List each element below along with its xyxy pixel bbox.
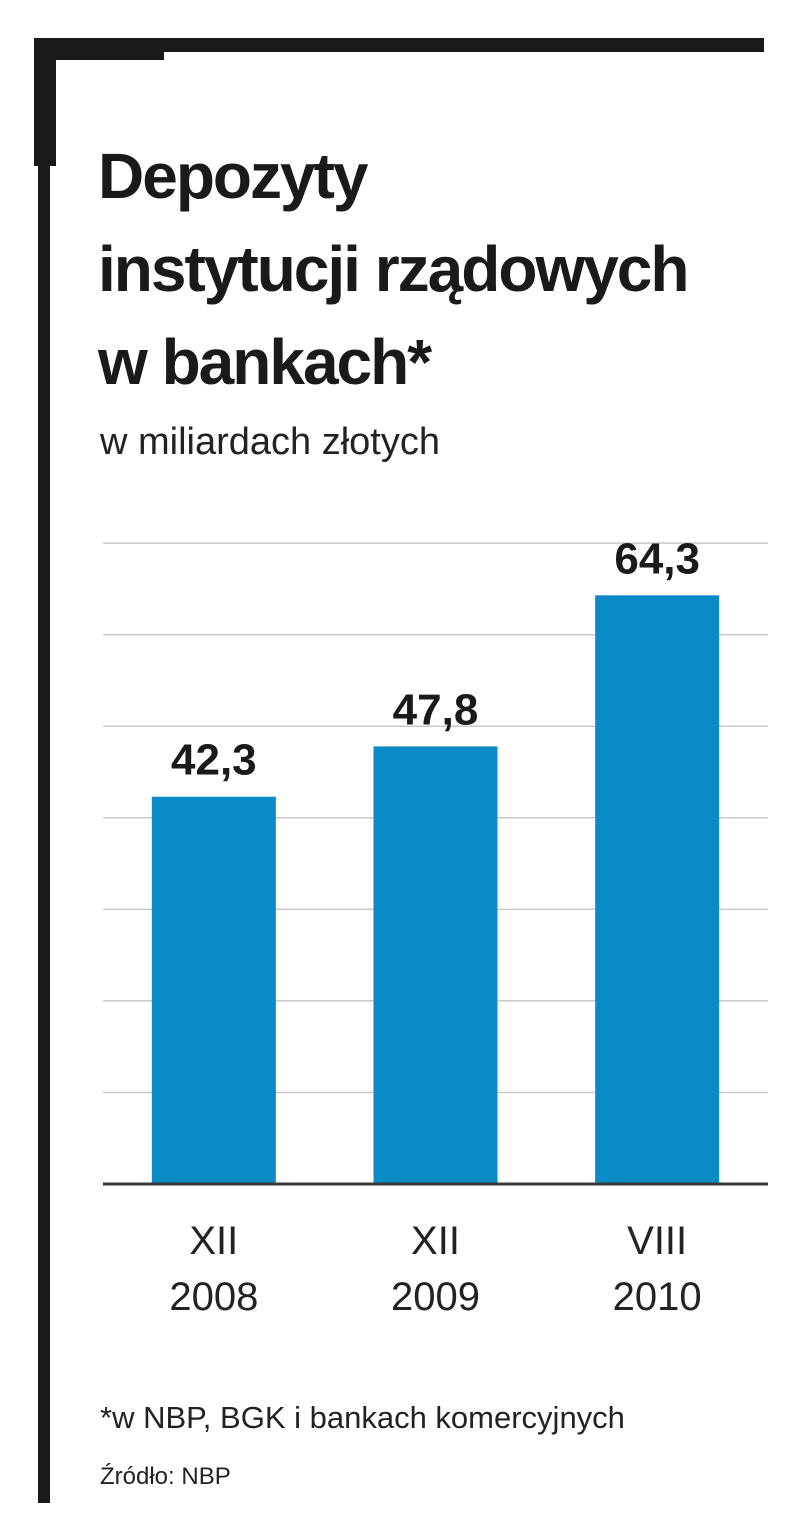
- footnote: *w NBP, BGK i bankach komercyjnych: [100, 1400, 625, 1435]
- frame-left-rule: [38, 38, 50, 1503]
- chart-title: Depozyty instytucji rządowych w bankach*: [98, 130, 798, 409]
- frame-corner-vertical: [34, 38, 56, 166]
- frame-corner-horizontal: [34, 38, 164, 60]
- chart-title-line-1: Depozyty: [98, 140, 369, 212]
- chart-title-line-2: instytucji rządowych: [98, 233, 689, 305]
- frame-top-rule: [34, 38, 764, 52]
- data-label: 47,8: [393, 685, 479, 734]
- x-tick-label: XII: [189, 1219, 238, 1263]
- x-tick-label: 2010: [613, 1275, 702, 1319]
- x-tick-label: 2008: [169, 1275, 258, 1319]
- x-tick-label: VIII: [627, 1219, 687, 1263]
- data-label: 42,3: [171, 736, 257, 785]
- x-tick-label: 2009: [391, 1275, 480, 1319]
- x-tick-label: XII: [411, 1219, 460, 1263]
- source-note: Źródło: NBP: [100, 1463, 231, 1490]
- chart-title-line-3: w bankach*: [98, 326, 432, 398]
- chart-subtitle: w miliardach złotych: [100, 421, 440, 463]
- bar: [151, 796, 276, 1184]
- bar: [595, 595, 720, 1184]
- bar: [373, 746, 498, 1184]
- data-label: 64,3: [614, 534, 700, 583]
